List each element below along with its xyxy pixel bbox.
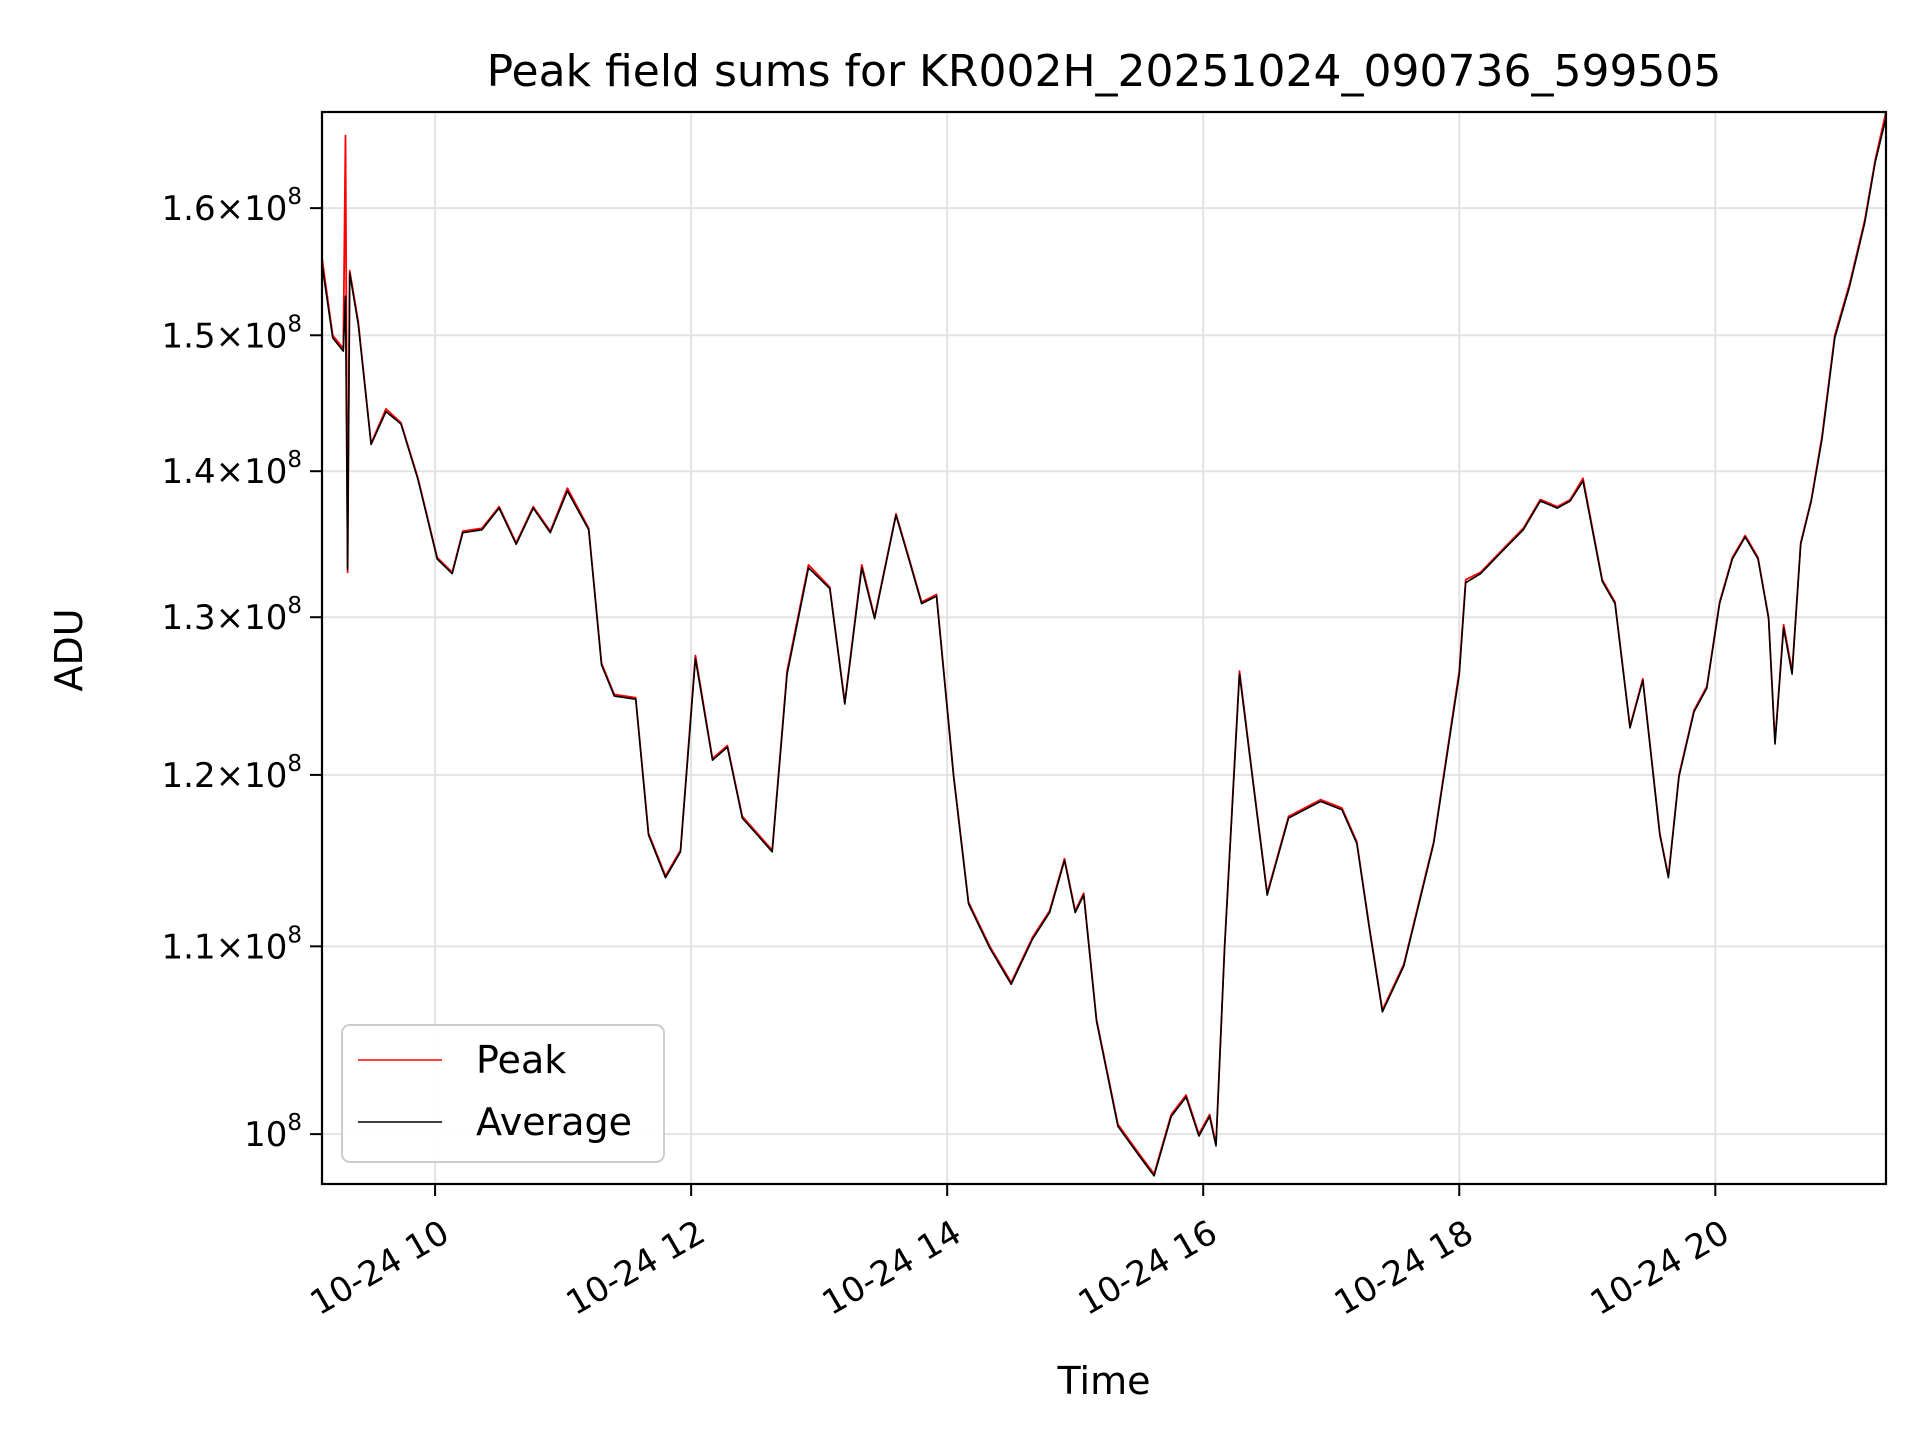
- series-average-line: [321, 117, 1887, 1177]
- legend: Peak Average: [341, 1024, 665, 1163]
- y-tick-label: 1.3×108: [162, 593, 302, 638]
- y-tick-label: 108: [244, 1110, 302, 1155]
- legend-average-label: Average: [476, 1100, 632, 1144]
- y-tick-label: 1.2×108: [162, 751, 302, 796]
- legend-peak-label: Peak: [476, 1038, 566, 1082]
- y-tick-label: 1.4×108: [162, 447, 302, 492]
- y-tick-label: 1.1×108: [162, 922, 302, 967]
- plot-frame: [320, 110, 1888, 1186]
- y-tick-label: 1.6×108: [162, 184, 302, 229]
- y-axis-label: ADU: [47, 608, 91, 691]
- x-axis-label: Time: [1057, 1359, 1151, 1403]
- series-layer: [321, 111, 1887, 1177]
- y-axis-ticks: 108 1.1×108 1.2×108 1.3×108 1.4×108 1.5×108 1.…: [162, 184, 322, 1155]
- x-grid: [434, 112, 1717, 1184]
- y-tick-label: 1.5×108: [162, 311, 302, 356]
- y-grid: [322, 207, 1886, 1136]
- chart-title: Peak field sums for KR002H_20251024_0907…: [487, 46, 1722, 97]
